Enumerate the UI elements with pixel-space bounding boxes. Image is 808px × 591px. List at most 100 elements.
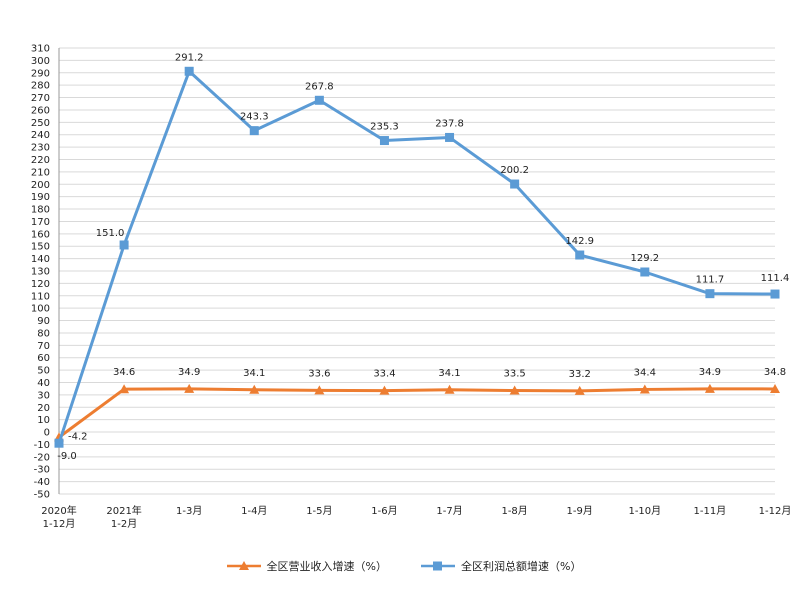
- revenue-data-label: 33.4: [373, 369, 395, 380]
- x-tick-label: 1-11月: [694, 505, 727, 517]
- x-tick-label: 1-3月: [176, 505, 202, 517]
- revenue-point: [639, 384, 650, 394]
- y-tick-label: 270: [31, 93, 50, 104]
- legend: 全区营业收入增速（%） 全区利润总额增速（%）: [0, 556, 808, 576]
- profit-data-label: 151.0: [96, 228, 125, 239]
- y-tick-label: 230: [31, 143, 50, 154]
- y-tick-label: 50: [37, 366, 50, 377]
- series-line-revenue: [58, 387, 776, 439]
- profit-data-label: 243.3: [240, 112, 269, 123]
- y-tick-label: 100: [31, 304, 50, 315]
- y-tick-label: 130: [31, 267, 50, 278]
- y-tick-label: 20: [37, 403, 50, 414]
- profit-point: [640, 267, 650, 277]
- x-tick-label: 1-4月: [241, 505, 267, 517]
- y-tick-label: -50: [34, 490, 50, 501]
- y-tick-label: 150: [31, 242, 50, 253]
- y-tick-label: 90: [37, 316, 50, 327]
- x-tick-label: 1-10月: [628, 505, 661, 517]
- data-labels: -4.2 34.6 34.9 34.1 33.6 33.4 34.1 33.5 33.2 34.4…: [57, 52, 789, 462]
- profit-point: [379, 136, 389, 146]
- profit-point: [445, 132, 455, 142]
- y-tick-label: 210: [31, 167, 50, 178]
- profit-data-label: 111.4: [761, 273, 790, 284]
- y-tick-label: -40: [34, 477, 50, 488]
- y-tick-label: -30: [34, 465, 50, 476]
- revenue-point: [249, 384, 260, 394]
- x-tick-label: 1-7月: [436, 505, 462, 517]
- y-tick-label: 30: [37, 390, 50, 401]
- series-layer: [54, 66, 780, 448]
- y-tick-label: 300: [31, 56, 50, 67]
- revenue-data-label: 33.2: [569, 369, 591, 380]
- profit-point: [575, 250, 585, 260]
- revenue-data-label: 34.4: [634, 367, 656, 378]
- profit-data-label: 129.2: [630, 253, 659, 264]
- x-tick-label: 1-8月: [501, 505, 527, 517]
- y-tick-label: 310: [31, 44, 50, 55]
- x-tick-label: 1-5月: [306, 505, 332, 517]
- profit-point: [510, 179, 520, 189]
- x-tick-label: 2020年 1-12月: [41, 504, 76, 530]
- revenue-data-label: 33.6: [308, 368, 330, 379]
- y-tick-label: 120: [31, 279, 50, 290]
- y-tick-label: 0: [44, 428, 50, 439]
- y-tick-label: -10: [34, 440, 50, 451]
- y-tick-label: 110: [31, 291, 50, 302]
- y-tick-label: 290: [31, 68, 50, 79]
- revenue-data-label: 34.9: [178, 367, 200, 378]
- profit-data-label: 235.3: [370, 122, 399, 133]
- triangle-marker-icon: [226, 561, 261, 570]
- y-tick-label: 170: [31, 217, 50, 228]
- profit-point: [770, 289, 780, 299]
- profit-point: [184, 66, 194, 76]
- y-tick-label: 280: [31, 81, 50, 92]
- y-tick-label: 180: [31, 205, 50, 216]
- revenue-point: [704, 383, 715, 393]
- y-tick-label: 80: [37, 328, 50, 339]
- profit-point: [119, 240, 129, 250]
- revenue-point: [119, 384, 130, 394]
- x-tick-label: 1-9月: [567, 505, 593, 517]
- y-tick-label: 140: [31, 254, 50, 265]
- y-tick-label: 260: [31, 105, 50, 116]
- revenue-point: [184, 383, 195, 393]
- gridlines: [58, 47, 775, 495]
- profit-data-label: 267.8: [305, 81, 334, 92]
- revenue-data-label: 33.5: [504, 369, 526, 380]
- y-tick-label: 200: [31, 180, 50, 191]
- revenue-point: [444, 384, 455, 394]
- x-axis-ticks: 2020年 1-12月 2021年 1-2月 1-3月 1-4月 1-5月 1-6月 1-7月 1…: [41, 504, 791, 530]
- profit-point: [314, 95, 324, 105]
- profit-data-label: 237.8: [435, 118, 464, 129]
- y-tick-label: -20: [34, 452, 50, 463]
- profit-data-label: 200.2: [500, 165, 529, 176]
- profit-data-label: -9.0: [57, 451, 77, 462]
- profit-data-label: 291.2: [175, 52, 204, 63]
- legend-item-revenue: 全区营业收入增速（%）: [226, 558, 387, 574]
- x-tick-label: 1-12月: [759, 505, 792, 517]
- y-tick-label: 240: [31, 130, 50, 141]
- revenue-point: [314, 385, 325, 395]
- y-tick-label: 10: [37, 415, 50, 426]
- profit-point: [54, 438, 64, 448]
- revenue-point: [379, 385, 390, 395]
- revenue-point: [770, 383, 780, 393]
- revenue-data-label: 34.1: [438, 368, 460, 379]
- profit-data-label: 111.7: [696, 275, 725, 286]
- y-tick-label: 60: [37, 353, 50, 364]
- profit-point: [705, 289, 715, 299]
- x-tick-label: 1-6月: [371, 505, 397, 517]
- y-tick-label: 250: [31, 118, 50, 129]
- revenue-data-label: 34.8: [764, 367, 786, 378]
- series-line-profit: [57, 69, 776, 444]
- y-tick-label: 40: [37, 378, 50, 389]
- revenue-data-label: 34.6: [113, 367, 135, 378]
- square-marker-icon: [421, 561, 455, 571]
- x-tick-label: 2021年 1-2月: [106, 504, 141, 530]
- y-tick-label: 220: [31, 155, 50, 166]
- revenue-data-label: -4.2: [68, 431, 88, 442]
- legend-label-revenue: 全区营业收入增速（%）: [266, 560, 387, 573]
- profit-data-label: 142.9: [565, 236, 594, 247]
